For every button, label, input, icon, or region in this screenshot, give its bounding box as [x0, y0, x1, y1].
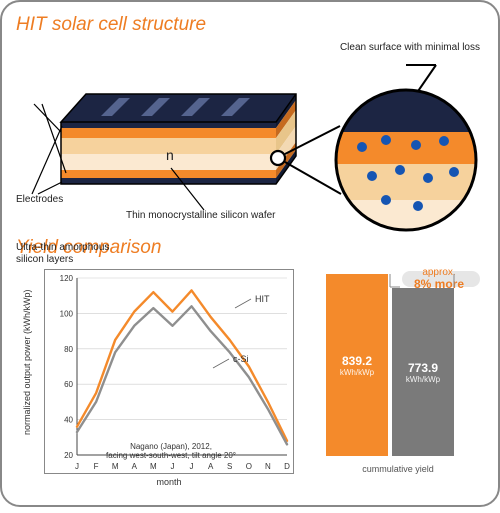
svg-text:J: J: [170, 462, 174, 471]
svg-text:A: A: [208, 462, 214, 471]
label-wafer: Thin monocrystalline silicon wafer: [126, 210, 276, 222]
svg-text:M: M: [150, 462, 157, 471]
bar-annotation-leader: [320, 269, 476, 474]
svg-text:100: 100: [60, 309, 74, 318]
svg-text:80: 80: [64, 345, 73, 354]
svg-text:A: A: [132, 462, 138, 471]
chart-x-label: month: [156, 477, 181, 487]
svg-text:M: M: [112, 462, 119, 471]
chart-y-label: normalized output power (kWh/kWp): [22, 289, 32, 435]
svg-text:40: 40: [64, 416, 73, 425]
infographic-frame: HIT solar cell structure: [0, 0, 500, 507]
svg-text:N: N: [265, 462, 271, 471]
label-electrodes: Electrodes: [16, 194, 63, 206]
bar-bottom-label: cummulative yield: [320, 464, 476, 474]
svg-text:D: D: [284, 462, 290, 471]
svg-text:HIT: HIT: [255, 294, 270, 304]
chart-caption: Nagano (Japan), 2012,facing west-south-w…: [91, 442, 251, 461]
structure-svg: n: [16, 42, 484, 237]
svg-text:20: 20: [64, 451, 73, 460]
svg-text:60: 60: [64, 380, 73, 389]
svg-text:120: 120: [60, 274, 74, 283]
label-amorphous: Ultra-thin amorphoussilicon layers: [16, 242, 136, 266]
label-clean-surface: Clean surface with minimal loss: [340, 42, 480, 54]
svg-text:O: O: [246, 462, 252, 471]
svg-text:J: J: [75, 462, 79, 471]
bar-chart: 839.2 kWh/kWp 773.9 kWh/kWp approx. 8% m…: [320, 269, 476, 474]
line-chart: 20 40 60 80 100 120 J F M A M J J A S O N D HIT c-Si Nagano…: [44, 269, 294, 474]
svg-text:J: J: [190, 462, 194, 471]
structure-diagram: n: [16, 42, 484, 237]
yield-comparison: normalized output power (kWh/kWp) 20 40 60…: [16, 265, 484, 513]
n-layer-label: n: [166, 147, 174, 163]
svg-text:F: F: [94, 462, 99, 471]
svg-text:c-Si: c-Si: [233, 354, 249, 364]
section-title-top: HIT solar cell structure: [16, 14, 484, 36]
svg-text:S: S: [227, 462, 232, 471]
